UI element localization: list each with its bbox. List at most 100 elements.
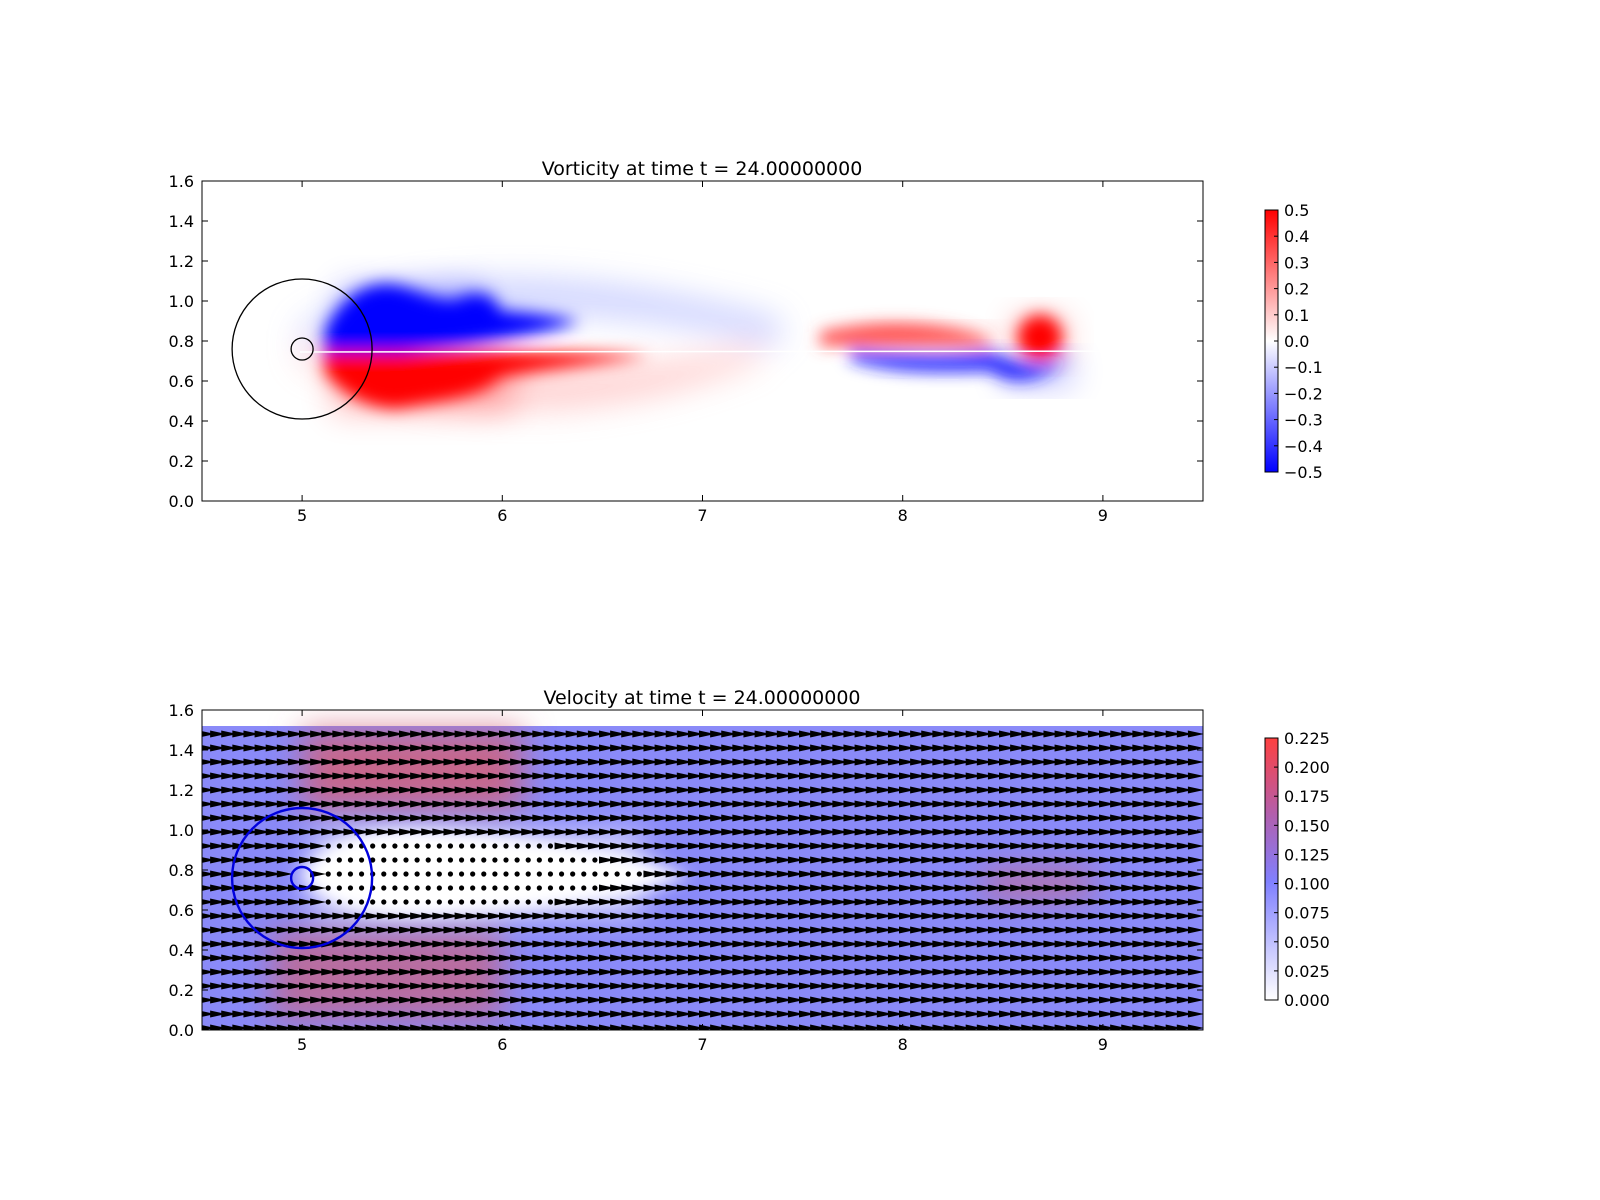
quiver-arrow [387,912,404,920]
quiver-arrow [510,786,527,794]
quiver-arrow [854,996,871,1004]
quiver-arrow [621,744,638,752]
quiver-arrow [287,786,304,794]
quiver-arrow [987,1010,1004,1018]
quiver-arrow [776,912,793,920]
quiver-arrow [821,828,838,836]
quiver-arrow [310,730,327,738]
quiver-arrow [932,772,949,780]
quiver-arrow [876,954,893,962]
colorbar-tick-label: −0.4 [1284,437,1323,456]
quiver-arrow [665,842,682,850]
quiver-arrow [399,912,416,920]
quiver-arrow [799,870,816,878]
quiver-arrow [221,884,238,892]
quiver-arrow [910,842,927,850]
quiver-arrow [576,912,593,920]
quiver-arrow [887,856,904,864]
quiver-arrow [876,1010,893,1018]
quiver-arrow [1132,856,1149,864]
quiver-arrow [910,758,927,766]
quiver-arrow [376,814,393,822]
cylinder-circle [230,806,374,950]
y-tick-label: 1.0 [169,292,194,311]
quiver-arrow [1176,828,1193,836]
quiver-arrow [510,800,527,808]
quiver-arrow [387,996,404,1004]
quiver-arrow [399,814,416,822]
quiver-arrow [287,828,304,836]
quiver-arrow [421,996,438,1004]
quiver-arrow [1165,856,1182,864]
quiver-arrow [276,870,293,878]
quiver-arrow [987,884,1004,892]
quiver-arrow [1076,968,1093,976]
quiver-arrow [676,898,693,906]
quiver-arrow [487,772,504,780]
quiver-arrow [532,730,549,738]
quiver-arrow [832,800,849,808]
quiver-arrow [921,898,938,906]
quiver-arrow [976,772,993,780]
quiver-arrow [1132,940,1149,948]
quiver-arrow [210,996,227,1004]
quiver-arrow [399,982,416,990]
quiver-arrow [221,786,238,794]
quiver-arrow [1154,898,1171,906]
quiver-arrow [543,940,560,948]
quiver-arrow [699,1010,716,1018]
quiver-arrow [1021,856,1038,864]
quiver-arrow [799,730,816,738]
quiver-arrow [410,912,427,920]
quiver-arrow [710,814,727,822]
quiver-arrow [732,968,749,976]
quiver-arrow [610,842,627,850]
quiver-arrow [799,926,816,934]
quiver-arrow [443,744,460,752]
quiver-arrow [576,800,593,808]
quiver-arrow [621,968,638,976]
quiver-arrow [243,800,260,808]
quiver-arrow [554,744,571,752]
quiver-arrow [765,912,782,920]
quiver-dot [347,885,354,891]
quiver-arrow [754,814,771,822]
quiver-arrow [1099,800,1116,808]
quiver-arrow [632,730,649,738]
quiver-arrow [876,968,893,976]
quiver-arrow [754,1010,771,1018]
quiver-arrow [310,758,327,766]
quiver-dot [492,885,498,891]
quiver-arrow [632,758,649,766]
quiver-arrow [1099,968,1116,976]
quiver-arrow [787,828,804,836]
quiver-arrow [432,954,449,962]
quiver-arrow [532,954,549,962]
quiver-arrow [1032,744,1049,752]
quiver-arrow [654,786,671,794]
quiver-dot [503,899,509,905]
x-tick-label: 7 [697,1035,707,1054]
quiver-arrow [1076,940,1093,948]
quiver-arrow [1043,968,1060,976]
quiver-arrow [1065,856,1082,864]
quiver-arrow [876,758,893,766]
quiver-arrow [765,898,782,906]
quiver-arrow [999,940,1016,948]
quiver-arrow [521,954,538,962]
quiver-arrow [410,1010,427,1018]
quiver-arrow [621,772,638,780]
quiver-arrow [887,884,904,892]
quiver-arrow [643,856,660,864]
quiver-arrow [454,926,471,934]
quiver-arrow [1076,786,1093,794]
quiver-arrow [599,968,616,976]
quiver-arrow [721,744,738,752]
quiver-arrow [976,954,993,962]
quiver-arrow [465,800,482,808]
quiver-arrow [721,758,738,766]
quiver-arrow [1154,772,1171,780]
quiver-arrow [399,968,416,976]
quiver-arrow [1099,996,1116,1004]
quiver-arrow [443,1010,460,1018]
